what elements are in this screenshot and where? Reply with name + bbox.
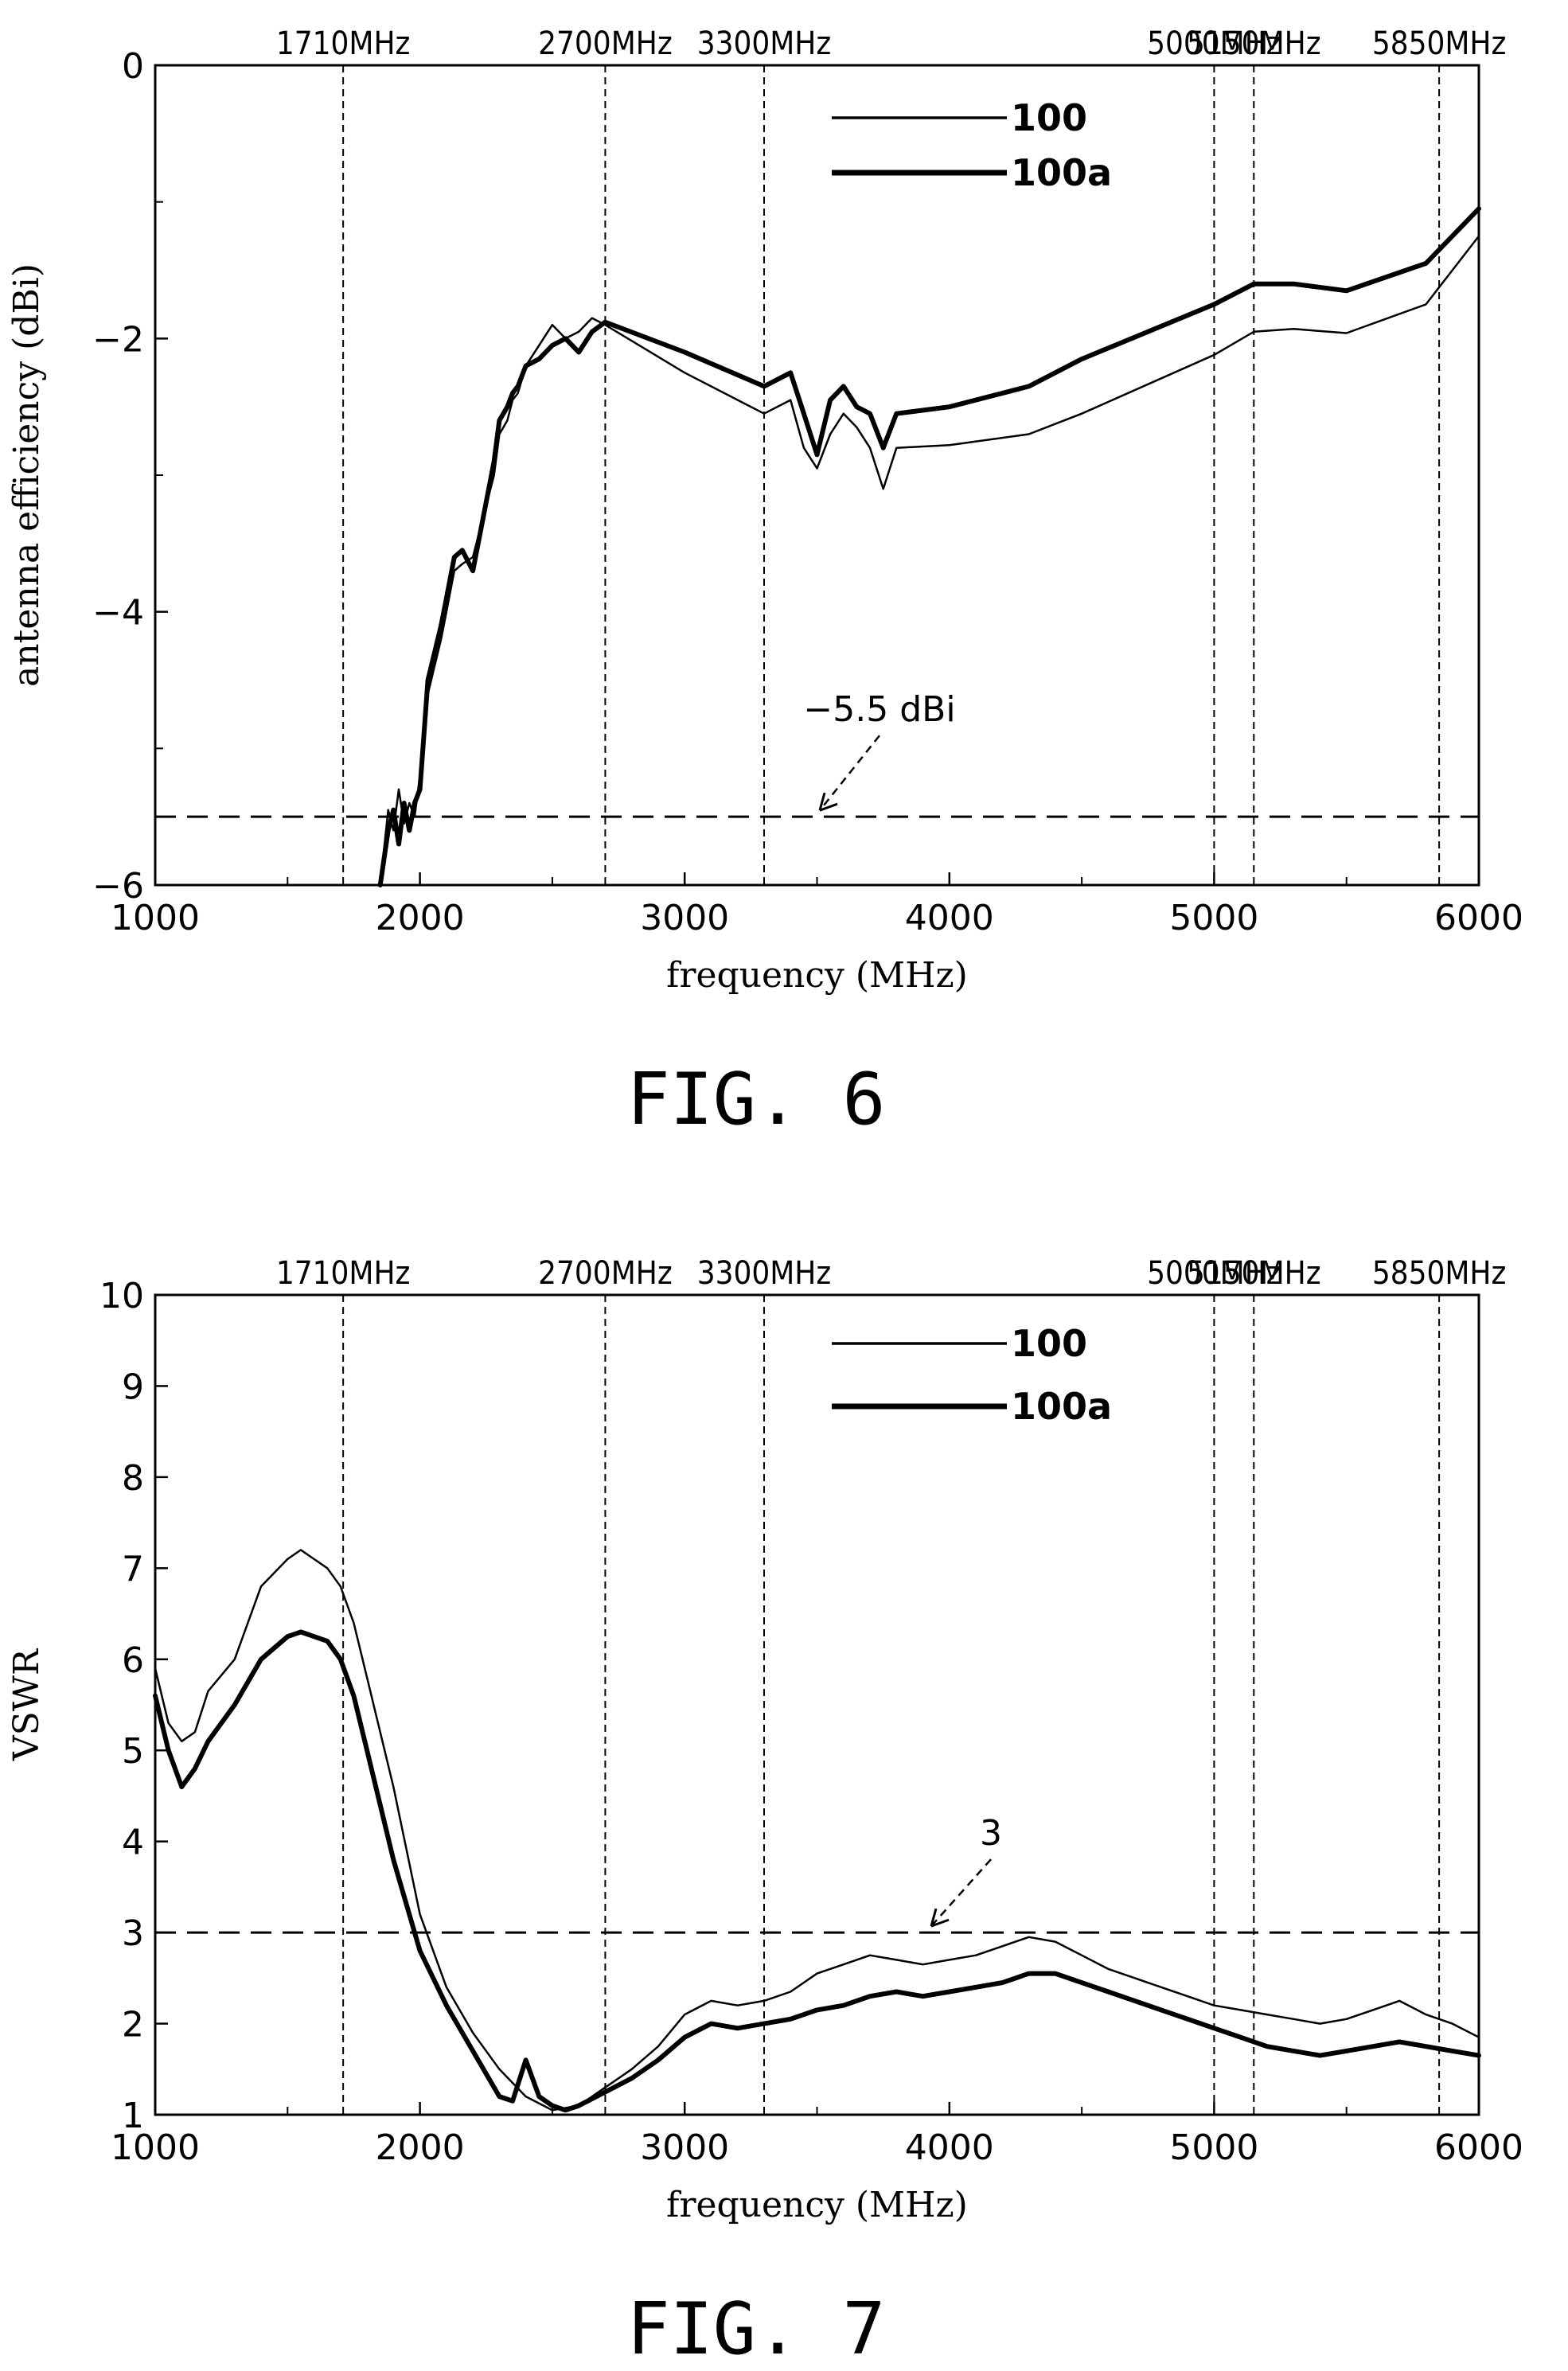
series-line-100a [377,206,1481,887]
reference-line-label: −5.5 dBi [803,689,955,730]
x-axis-title: frequency (MHz) [666,955,968,996]
annotation-arrow-head [818,792,838,812]
legend: 100 100a [832,96,1112,194]
x-tick-label: 4000 [905,2127,994,2168]
band-marker-label: 1710MHz [276,25,411,62]
y-tick-label: 0 [122,46,144,87]
x-tick-label: 3000 [640,898,729,938]
y-tick-label: 3 [122,1913,144,1954]
plot-frame [154,64,1480,887]
y-tick-label: −4 [92,593,144,634]
reference-line: 3 [155,1813,1479,1934]
y-tick-label: −6 [92,866,144,907]
band-marker-label: 5000MHz [1147,1255,1281,1292]
series-line-100a [153,1629,1481,2113]
y-tick-label: 5 [122,1731,144,1772]
band-marker-label: 5150MHz [1187,25,1321,62]
y-tick-label: 4 [122,1823,144,1863]
band-marker-label: 5850MHz [1372,1255,1507,1292]
x-tick-label: 5000 [1169,898,1258,938]
reference-line: −5.5 dBi [155,689,1479,818]
annotation-arrow-line [819,735,880,811]
band-marker-label: 5000MHz [1147,25,1281,62]
y-tick-label: 6 [122,1640,144,1681]
x-tick-label: 4000 [905,898,994,938]
x-tick-label: 5000 [1169,2127,1258,2168]
legend: 100 100a [832,1322,1112,1428]
y-axis-title: antenna efficiency (dBi) [6,263,47,687]
band-marker-label: 5850MHz [1372,25,1507,62]
band-marker-label: 2700MHz [538,25,673,62]
axis-ticks: 1000 2000 3000 4000 5000 6000 1 2 3 4 5 6 7 8 9 10 [99,1276,1523,2168]
series-line-100 [154,1549,1480,2112]
y-axis-title: VSWR [6,1648,47,1761]
x-tick-label: 1000 [111,898,200,938]
y-tick-label: 1 [122,2096,144,2136]
y-tick-label: −2 [92,319,144,360]
figure-caption: FIG. 7 [626,2287,885,2371]
annotation-arrow-head [930,1908,950,1928]
x-tick-label: 6000 [1434,898,1523,938]
x-tick-label: 3000 [640,2127,729,2168]
y-tick-label: 8 [122,1458,144,1499]
band-marker-label: 3300MHz [697,25,832,62]
x-tick-label: 2000 [376,2127,465,2168]
y-tick-label: 2 [122,2005,144,2045]
axis-ticks: 1000 2000 3000 4000 5000 6000 0 −2 −4 −6 [92,46,1523,938]
band-marker-label: 2700MHz [538,1255,673,1292]
series-group [153,1549,1481,2113]
legend-label-100: 100 [1011,1322,1087,1365]
x-tick-label: 6000 [1434,2127,1523,2168]
legend-label-100: 100 [1011,96,1087,139]
y-tick-label: 7 [122,1549,144,1589]
figure-caption: FIG. 6 [626,1058,885,1141]
x-tick-label: 2000 [376,898,465,938]
annotation-arrow-line [930,1858,992,1927]
reference-line-label: 3 [980,1813,1002,1854]
series-group [377,206,1481,887]
band-marker-label: 5150MHz [1187,1255,1321,1292]
band-marker-label: 1710MHz [276,1255,411,1292]
y-tick-label: 9 [122,1367,144,1407]
legend-label-100a: 100a [1011,1385,1112,1428]
band-marker-label: 3300MHz [697,1255,832,1292]
y-tick-label: 10 [99,1276,144,1316]
x-tick-label: 1000 [111,2127,200,2168]
series-line-100 [379,235,1480,887]
x-axis-title: frequency (MHz) [666,2185,968,2225]
legend-label-100a: 100a [1011,151,1112,194]
